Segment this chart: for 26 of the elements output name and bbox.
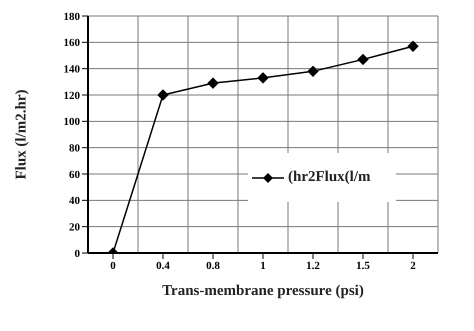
- y-tick-label: 180: [64, 10, 80, 23]
- x-tick-label: 2: [410, 260, 416, 272]
- y-tick-label: 100: [64, 116, 80, 128]
- x-tick-label: 1.2: [306, 260, 320, 272]
- point: [208, 78, 218, 89]
- y-tick-label: 120: [64, 90, 80, 102]
- y-tick-label: 140: [64, 64, 80, 76]
- point: [158, 90, 168, 100]
- y-tick-label: 0: [74, 248, 80, 260]
- y-tick-label: 160: [64, 37, 80, 50]
- point: [358, 54, 368, 65]
- x-tick-label: 0.8: [206, 260, 220, 272]
- x-tick-label: 0.4: [156, 260, 170, 272]
- y-tick-label: 80: [69, 142, 80, 155]
- y-axis-title: Flux (l/m2.hr): [13, 90, 30, 180]
- point: [308, 66, 318, 77]
- y-tick-label: 20: [69, 222, 80, 234]
- point: [258, 72, 268, 84]
- y-tick-label: 40: [69, 195, 80, 208]
- x-axis-title: Trans-membrane pressure (psi): [162, 283, 364, 299]
- point: [408, 40, 418, 52]
- x-tick-label: 1.5: [356, 260, 370, 272]
- x-tick-label: 1: [260, 260, 266, 272]
- x-tick-label: 0: [110, 260, 116, 272]
- legend-label: (hr2Flux(l/m: [288, 169, 370, 186]
- y-tick-label: 60: [69, 168, 80, 181]
